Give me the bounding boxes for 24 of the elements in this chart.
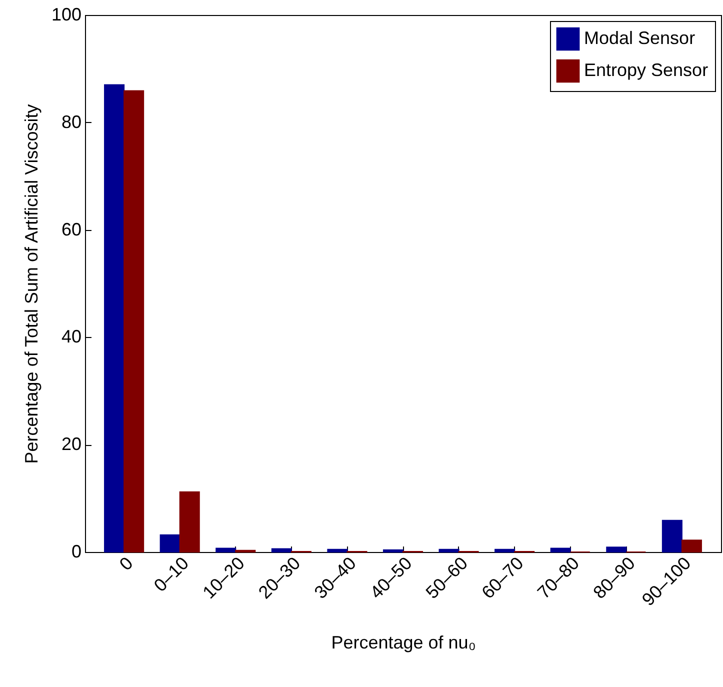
bar bbox=[550, 548, 571, 552]
bar bbox=[606, 546, 627, 552]
bar bbox=[124, 90, 144, 552]
legend-label: Modal Sensor bbox=[584, 28, 696, 48]
x-tick-label: 0 bbox=[116, 553, 137, 574]
bar bbox=[438, 548, 460, 552]
bar bbox=[271, 548, 292, 552]
x-axis-title: Percentage of nu₀ bbox=[331, 632, 476, 653]
bar bbox=[662, 520, 682, 552]
y-axis-title: Percentage of Total Sum of Artificial Viscosity bbox=[21, 104, 42, 464]
bar bbox=[382, 549, 404, 552]
bar bbox=[160, 534, 180, 552]
y-tick-label: 100 bbox=[51, 4, 82, 24]
y-tick-label: 40 bbox=[61, 326, 82, 347]
bar bbox=[494, 548, 516, 552]
bar bbox=[179, 491, 200, 552]
y-tick-label: 60 bbox=[61, 219, 82, 240]
y-tick-label: 20 bbox=[61, 434, 82, 454]
bar bbox=[216, 548, 236, 552]
bar bbox=[104, 84, 125, 552]
legend-label: Entropy Sensor bbox=[584, 60, 708, 80]
y-tick-label: 80 bbox=[61, 112, 82, 132]
bar bbox=[681, 540, 702, 552]
bar bbox=[327, 548, 348, 552]
